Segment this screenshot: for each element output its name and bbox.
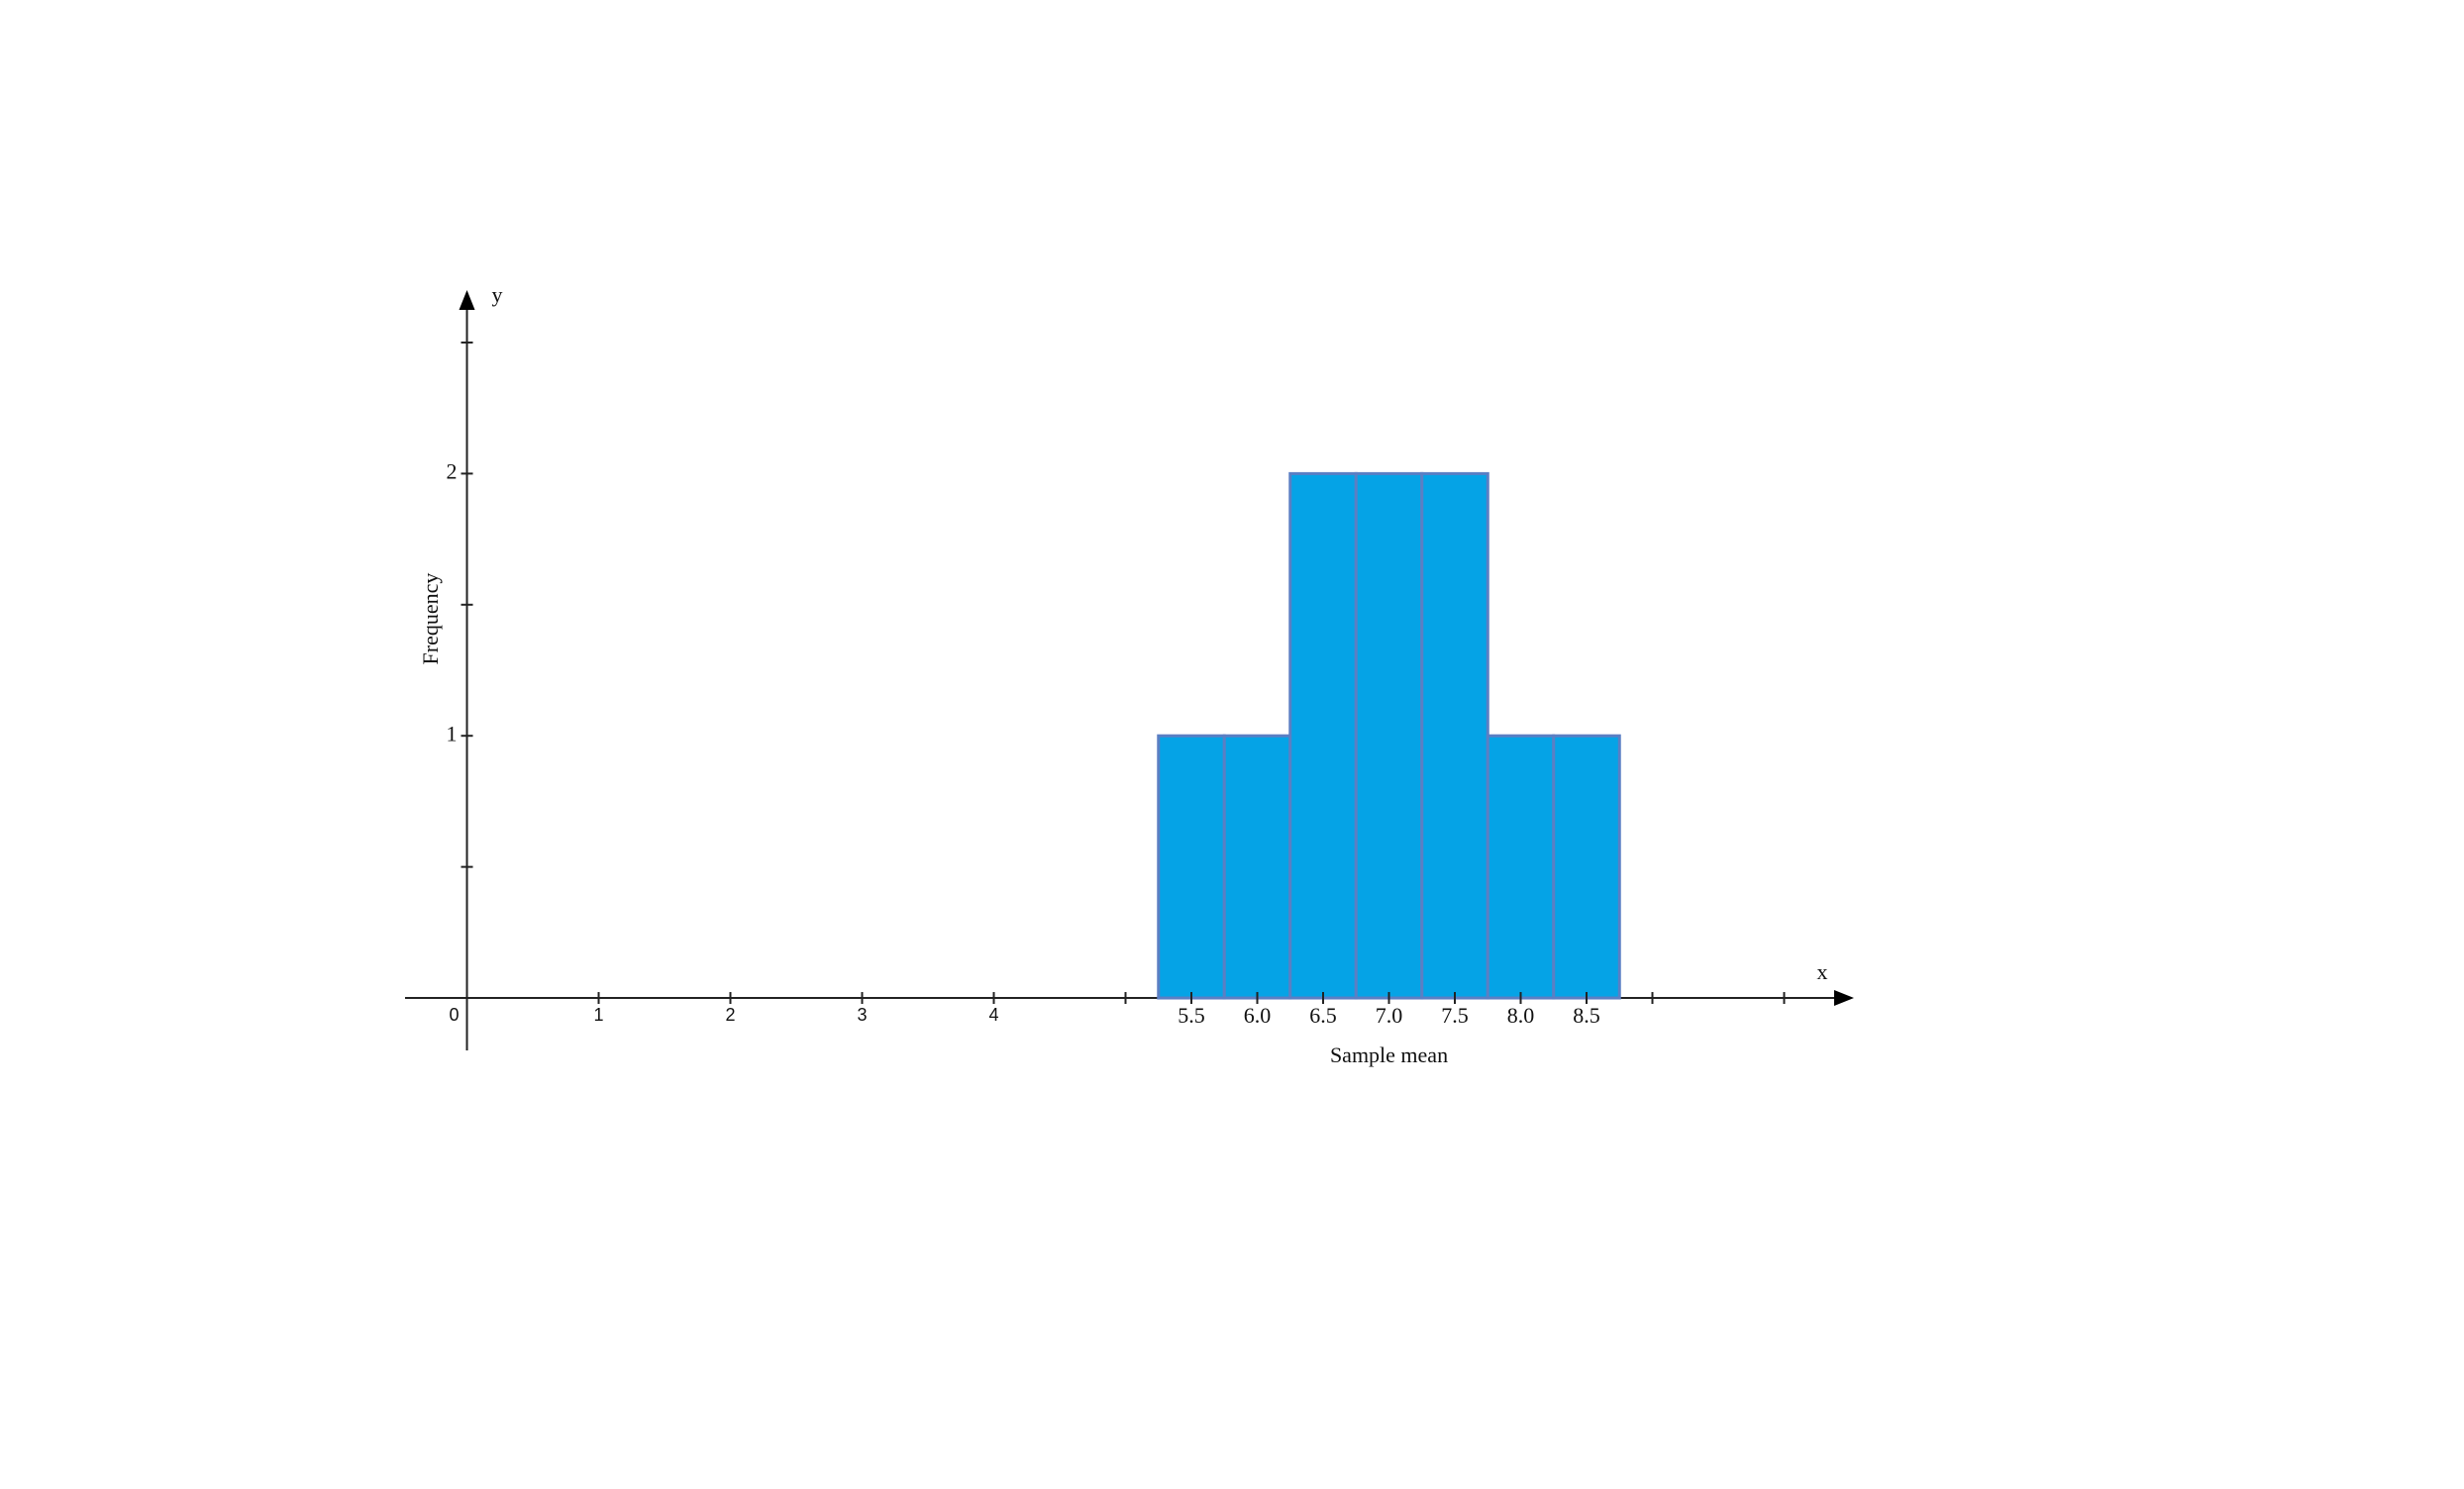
- bar: [1288, 471, 1358, 1000]
- bar: [1354, 471, 1424, 1000]
- x-tick-label: 4: [989, 1005, 999, 1025]
- y-tick-label: 2: [447, 458, 458, 483]
- bar: [1157, 734, 1226, 1000]
- x-tick-label: 7.0: [1376, 1003, 1403, 1028]
- x-tick-label: 3: [858, 1005, 868, 1025]
- x-tick-label: 6.5: [1309, 1003, 1337, 1028]
- x-tick-label: 7.5: [1441, 1003, 1469, 1028]
- x-axis-letter: x: [1817, 959, 1828, 984]
- y-axis-letter: y: [492, 282, 503, 307]
- bar: [1420, 471, 1489, 1000]
- x-tick-label: 2: [726, 1005, 736, 1025]
- x-axis-title: Sample mean: [1330, 1042, 1448, 1067]
- y-axis-arrow: [459, 290, 475, 310]
- x-tick-label: 6.0: [1244, 1003, 1272, 1028]
- y-axis-title: Frequency: [418, 573, 443, 665]
- x-tick-label: 8.5: [1573, 1003, 1600, 1028]
- x-tick-label: 5.5: [1178, 1003, 1205, 1028]
- bar: [1552, 734, 1621, 1000]
- x-tick-label: 0: [450, 1005, 460, 1025]
- y-tick-label: 1: [447, 721, 458, 745]
- bar: [1486, 734, 1556, 1000]
- x-tick-label: 8.0: [1507, 1003, 1535, 1028]
- x-tick-label: 1: [594, 1005, 604, 1025]
- bar: [1222, 734, 1292, 1000]
- x-axis-arrow: [1834, 990, 1854, 1007]
